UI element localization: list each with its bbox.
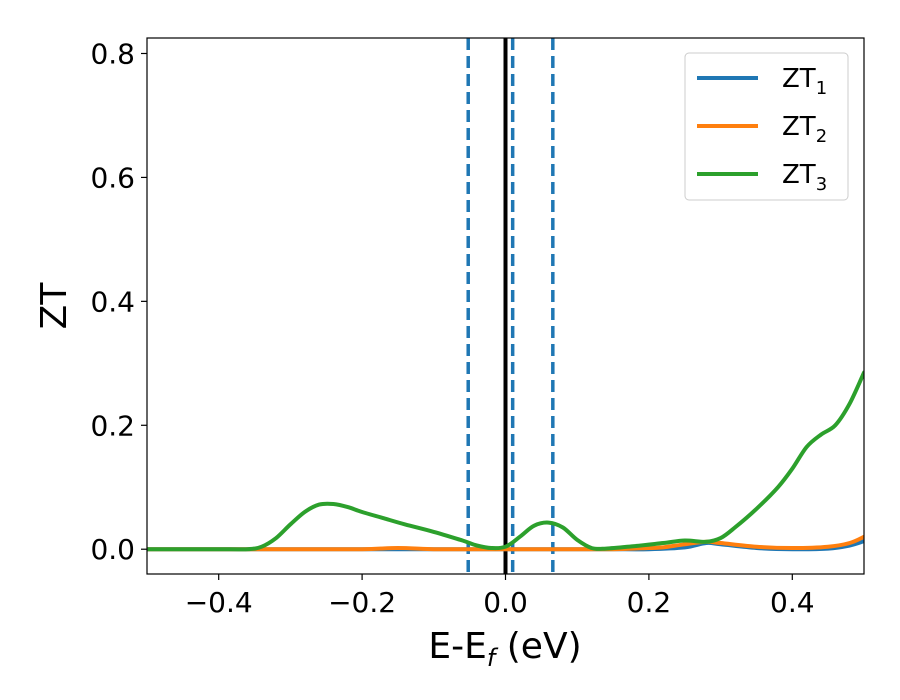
series-lines xyxy=(147,370,864,552)
x-tick-label: 0.4 xyxy=(770,586,815,619)
legend-label-zt2: ZT2 xyxy=(782,112,827,147)
x-tick-label: 0.2 xyxy=(627,586,672,619)
reference-lines xyxy=(466,38,555,574)
legend-box xyxy=(684,52,849,201)
x-axis-title: E-Ef (eV) xyxy=(428,626,581,672)
y-tick-label: 0.4 xyxy=(90,285,135,318)
legend-label-main: ZT xyxy=(782,160,816,190)
legend-label-zt1: ZT1 xyxy=(782,64,827,99)
legend-label-main: ZT xyxy=(782,112,816,142)
x-axis-title-main: E-E xyxy=(428,626,486,667)
x-tick-label: −0.4 xyxy=(185,586,253,619)
x-axis-title-unit: (eV) xyxy=(495,626,581,667)
x-axis-ticks: −0.4 −0.2 0.0 0.2 0.4 xyxy=(185,574,815,619)
x-tick-label: 0.0 xyxy=(483,586,528,619)
legend-label-subscript: 1 xyxy=(816,78,827,99)
y-tick-label: 0.6 xyxy=(90,161,135,194)
legend-label-main: ZT xyxy=(782,64,816,94)
y-tick-label: 0.2 xyxy=(90,409,135,442)
legend-label-subscript: 3 xyxy=(816,174,827,195)
legend-label-subscript: 2 xyxy=(816,126,827,147)
y-tick-label: 0.0 xyxy=(90,533,135,566)
y-axis-ticks: 0.0 0.2 0.4 0.6 0.8 xyxy=(90,37,147,566)
x-tick-label: −0.2 xyxy=(328,586,396,619)
legend-label-zt3: ZT3 xyxy=(782,160,827,195)
y-tick-label: 0.8 xyxy=(90,37,135,70)
series-line-zt3 xyxy=(147,370,864,552)
y-axis-title: ZT xyxy=(34,282,75,330)
